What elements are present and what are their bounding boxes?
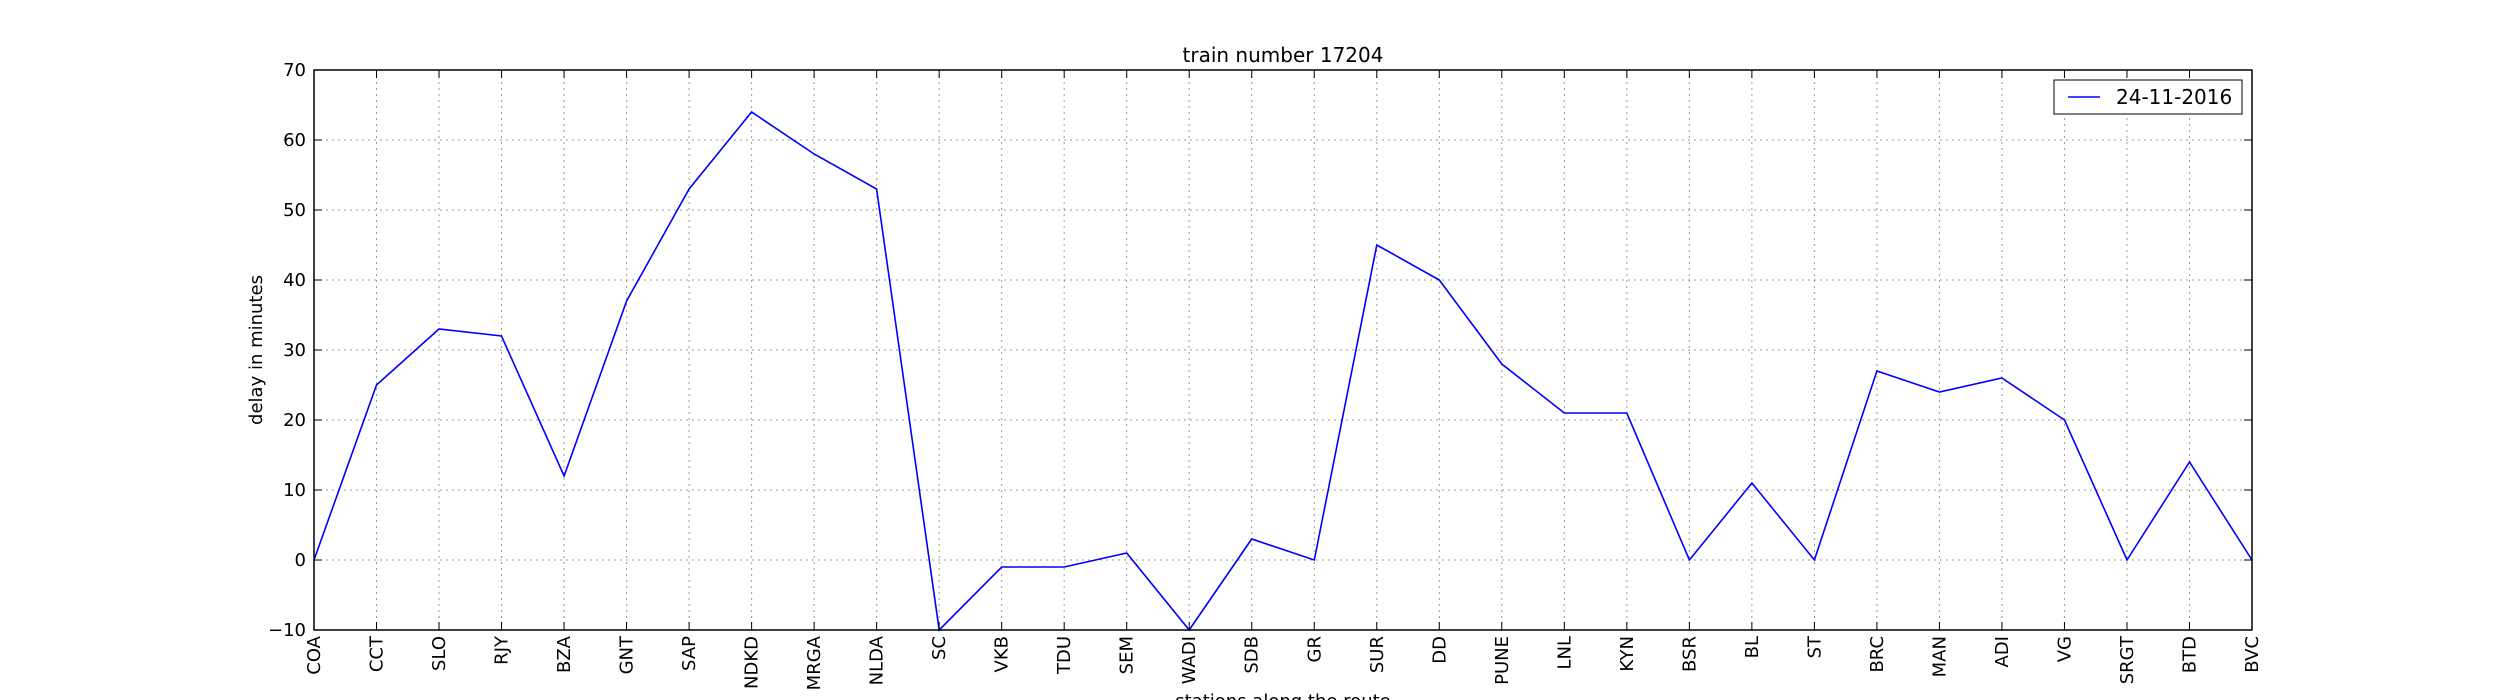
x-tick-label: SAP [679,636,700,671]
x-tick-label: COA [304,635,325,674]
x-tick-label: BSR [1679,636,1700,672]
series-lines [313,110,2253,632]
y-tick-label: 50 [283,200,306,221]
x-ticks: COA CCT SLO RJY BZA GNT SAP NDKD MRGA NLDA SC VKB TD… [304,70,2263,690]
x-tick-label: DD [1429,636,1450,664]
x-tick-label: NDKD [742,636,763,689]
y-tick-label: −10 [268,620,306,641]
x-tick-label: BRC [1867,636,1888,673]
legend-label: 24-11-2016 [2116,85,2232,109]
y-tick-label: 70 [283,60,306,81]
y-tick-label: 40 [283,270,306,291]
y-tick-label: 60 [283,130,306,151]
x-tick-label: MRGA [804,635,825,690]
x-tick-label: NLDA [867,635,888,685]
x-tick-label: BTD [2179,636,2200,673]
x-tick-label: WADI [1179,636,1200,684]
chart-title: train number 17204 [1183,43,1384,67]
x-tick-label: CCT [367,635,388,672]
x-tick-label: SEM [1117,636,1138,674]
y-axis-label: delay in minutes [246,275,267,425]
legend-box [2053,79,2243,115]
x-tick-label: TDU [1054,636,1075,675]
x-tick-label: SRGT [2117,635,2138,684]
series-line [313,110,2253,632]
y-tick-label: 20 [283,410,306,431]
x-tick-label: PUNE [1492,636,1513,685]
x-tick-label: KYN [1617,636,1638,672]
y-tick-label: 30 [283,340,306,361]
y-tick-label: 0 [295,550,306,571]
x-axis-label: stations along the route [1175,691,1390,700]
x-tick-label: BVC [2242,636,2263,673]
x-tick-label: ST [1804,635,1825,658]
x-tick-label: RJY [492,635,513,665]
x-tick-label: SDB [1242,636,1263,674]
x-tick-label: LNL [1554,636,1575,670]
x-tick-label: VG [2054,636,2075,662]
x-tick-label: GNT [617,635,638,674]
x-tick-label: SC [929,636,950,660]
x-tick-label: BZA [554,635,575,673]
x-tick-label: GR [1304,636,1325,662]
x-tick-label: MAN [1929,636,1950,677]
legend: 24-11-2016 [2053,79,2243,115]
y-tick-label: 10 [283,480,306,501]
x-tick-label: ADI [1992,636,2013,667]
x-tick-label: VKB [992,636,1013,672]
x-tick-label: SUR [1367,636,1388,673]
x-tick-label: SLO [429,636,450,671]
y-ticks: −10 0 10 20 30 40 50 60 70 [268,60,2252,641]
x-tick-label: BL [1742,636,1763,658]
